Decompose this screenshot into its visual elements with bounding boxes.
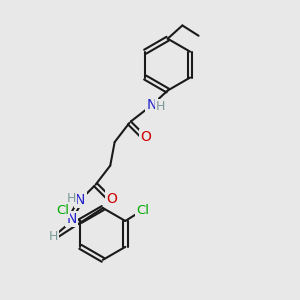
Text: O: O [106,192,118,206]
Text: H: H [67,192,76,205]
Text: O: O [140,130,151,144]
Text: N: N [146,98,157,112]
Text: H: H [49,230,58,243]
Text: N: N [75,193,86,207]
Text: H: H [156,100,166,113]
Text: Cl: Cl [136,204,149,217]
Text: Cl: Cl [56,204,69,217]
Text: N: N [66,212,76,226]
